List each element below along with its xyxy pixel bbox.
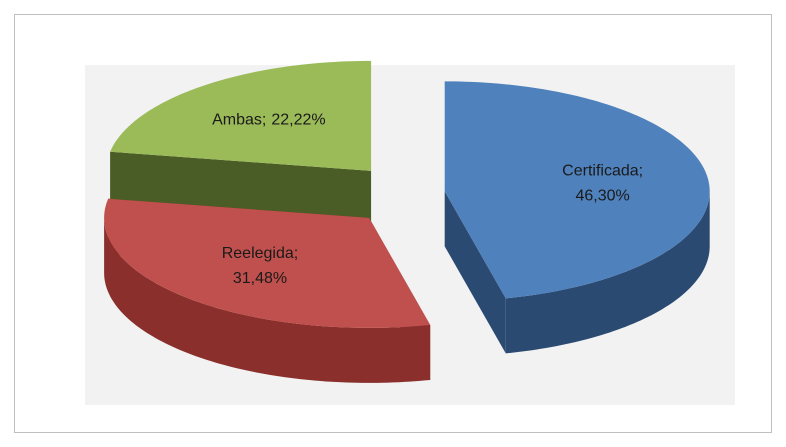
data-label: Reelegida; 31,48% <box>222 245 299 287</box>
slice-top <box>110 60 372 171</box>
data-label-value: 22,22% <box>271 112 325 129</box>
slice-top <box>444 81 710 299</box>
data-label-value: 31,48% <box>233 270 287 287</box>
slice-wall <box>104 217 431 383</box>
pie-slice <box>444 81 710 354</box>
data-label-category: Reelegida; <box>222 245 299 262</box>
data-label: Certificada; 46,30% <box>562 163 643 205</box>
slice-wall <box>505 191 710 354</box>
pie-slice <box>104 198 431 383</box>
data-label-category: Ambas; <box>212 112 266 129</box>
slice-side <box>444 191 506 354</box>
data-label-value: 46,30% <box>575 188 629 205</box>
data-label-category: Certificada; <box>562 163 643 180</box>
data-label: Ambas; 22,22% <box>212 112 326 129</box>
slice-top <box>104 198 431 328</box>
